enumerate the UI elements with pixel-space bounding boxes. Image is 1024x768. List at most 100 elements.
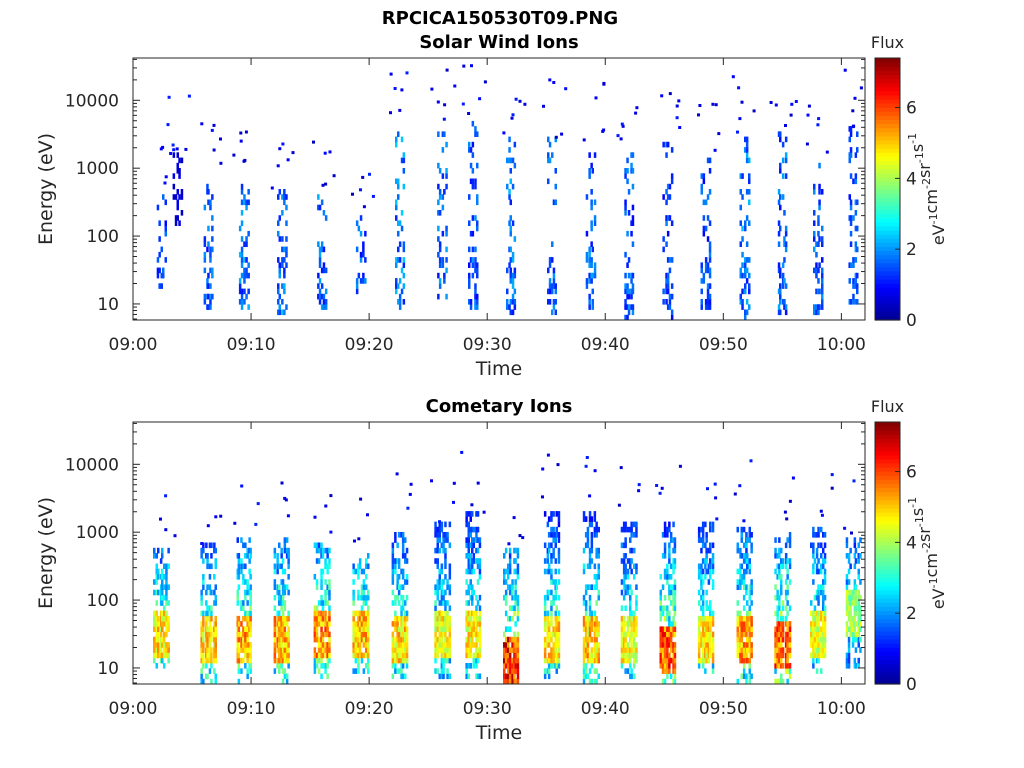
heatmap-cell	[856, 147, 859, 153]
heatmap-cell	[588, 600, 592, 606]
heatmap-cell	[357, 574, 360, 580]
heatmap-cell	[318, 204, 322, 211]
heatmap-cell	[582, 594, 586, 601]
heatmap-cell	[476, 621, 480, 627]
heatmap-cell	[511, 299, 515, 305]
heatmap-cell	[362, 241, 365, 247]
heatmap-cell	[508, 678, 512, 685]
heatmap-cell	[328, 652, 331, 659]
heatmap-cell	[736, 579, 739, 585]
heatmap-cell	[849, 204, 853, 211]
heatmap-cell	[283, 537, 287, 543]
heatmap-cell	[162, 194, 165, 200]
heatmap-cell	[165, 574, 168, 580]
heatmap-cell	[153, 621, 156, 627]
heatmap-cell	[709, 631, 712, 638]
heatmap-cell	[813, 304, 816, 310]
heatmap-cell	[285, 251, 288, 258]
heatmap-cell	[446, 642, 449, 648]
heatmap-cell	[736, 631, 739, 638]
heatmap-cell	[324, 668, 327, 674]
heatmap-cell	[711, 553, 715, 559]
heatmap-cell	[706, 487, 709, 491]
heatmap-cell	[249, 663, 252, 669]
heatmap-cell	[707, 568, 711, 575]
heatmap-cell	[552, 278, 556, 284]
heatmap-cell	[629, 610, 632, 617]
heatmap-cell	[396, 668, 399, 674]
heatmap-cell	[666, 568, 669, 575]
colorbar-step	[875, 679, 900, 685]
heatmap-cell	[547, 542, 551, 549]
heatmap-cell	[360, 631, 364, 638]
heatmap-cell	[851, 621, 855, 627]
heatmap-cell	[281, 579, 285, 585]
heatmap-cell	[708, 257, 712, 263]
heatmap-cell	[211, 293, 214, 300]
heatmap-cell	[391, 636, 395, 643]
heatmap-cell	[445, 183, 448, 190]
heatmap-cell	[513, 605, 516, 611]
heatmap-cell	[631, 283, 635, 289]
heatmap-cell	[313, 663, 317, 669]
heatmap-cell	[281, 558, 285, 564]
heatmap-cell	[242, 636, 245, 643]
heatmap-cell	[845, 594, 849, 601]
heatmap-cell	[784, 230, 788, 237]
heatmap-cell	[508, 663, 512, 669]
heatmap-cell	[400, 615, 403, 622]
colorbar-step	[875, 270, 900, 276]
heatmap-cell	[155, 610, 158, 617]
heatmap-cell	[322, 246, 326, 253]
heatmap-cell	[554, 299, 557, 305]
heatmap-cell	[212, 123, 216, 127]
heatmap-cell	[471, 183, 475, 190]
heatmap-cell	[550, 558, 553, 564]
heatmap-cell	[278, 663, 281, 669]
heatmap-cell	[821, 225, 824, 232]
heatmap-cell	[584, 636, 588, 643]
heatmap-cell	[153, 547, 156, 554]
colorbar-step	[875, 651, 900, 656]
colorbar-step	[875, 471, 900, 476]
heatmap-cell	[633, 642, 636, 648]
heatmap-cell	[163, 574, 166, 580]
heatmap-cell	[780, 642, 783, 648]
heatmap-cell	[849, 220, 853, 226]
heatmap-cell	[626, 589, 630, 596]
heatmap-cell	[776, 621, 779, 627]
heatmap-cell	[817, 267, 820, 274]
heatmap-cell	[360, 636, 364, 643]
heatmap-cell	[436, 636, 439, 643]
heatmap-cell	[739, 631, 742, 638]
heatmap-cell	[393, 87, 397, 90]
colorbar-step	[875, 528, 900, 534]
heatmap-cell	[475, 511, 478, 517]
heatmap-cell	[280, 553, 283, 559]
heatmap-cell	[859, 621, 862, 627]
heatmap-cell	[326, 652, 329, 659]
heatmap-cell	[401, 652, 405, 659]
heatmap-cell	[240, 668, 243, 674]
heatmap-cell	[207, 199, 210, 206]
heatmap-cell	[504, 673, 508, 680]
heatmap-cell	[153, 615, 156, 622]
heatmap-cell	[180, 189, 184, 195]
heatmap-cell	[244, 631, 247, 638]
heatmap-cell	[321, 621, 325, 627]
heatmap-cell	[200, 642, 203, 648]
heatmap-cell	[630, 589, 633, 596]
heatmap-cell	[552, 199, 556, 206]
heatmap-cell	[475, 647, 478, 653]
heatmap-cell	[668, 663, 671, 669]
heatmap-cell	[184, 147, 188, 151]
heatmap-cell	[367, 563, 370, 570]
heatmap-cell	[478, 568, 482, 575]
heatmap-cell	[778, 652, 781, 659]
heatmap-cell	[397, 657, 401, 664]
heatmap-cell	[845, 600, 849, 606]
heatmap-cell	[239, 131, 243, 135]
heatmap-cell	[777, 262, 781, 268]
heatmap-cell	[784, 657, 788, 664]
heatmap-cell	[358, 636, 362, 643]
